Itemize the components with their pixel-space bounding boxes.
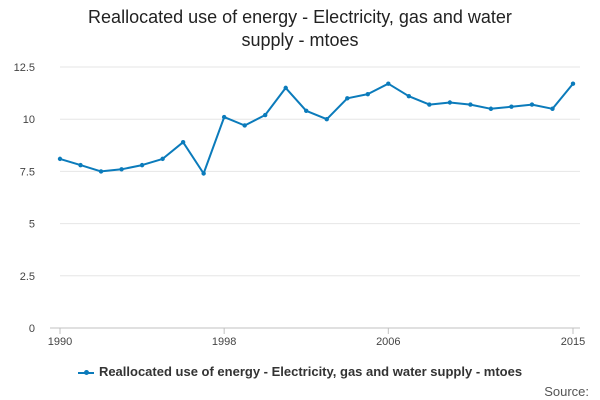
y-tick-label-0: 0	[29, 323, 35, 335]
data-point-2005	[365, 91, 370, 97]
data-point-2011	[488, 106, 494, 111]
data-point-2014	[550, 106, 555, 111]
data-point-2015	[570, 81, 576, 86]
data-point-2009	[447, 100, 453, 105]
data-point-2003	[324, 117, 329, 122]
x-tick-label-0: 1990	[48, 336, 72, 348]
data-point-2004	[345, 96, 350, 101]
chart-title: Reallocated use of energy - Electricity,…	[0, 6, 600, 52]
data-point-2000	[263, 112, 268, 118]
data-point-1999	[242, 123, 247, 128]
data-point-1997	[201, 171, 206, 176]
data-point-1992	[98, 169, 104, 174]
data-point-2002	[304, 108, 309, 114]
data-point-1996	[180, 139, 186, 145]
chart-title-line-2: supply - mtoes	[241, 30, 359, 50]
data-point-1998	[221, 114, 227, 120]
legend-label: Reallocated use of energy - Electricity,…	[98, 364, 523, 379]
data-point-1990	[57, 156, 63, 162]
y-tick-label-4: 10	[23, 114, 35, 126]
data-point-2012	[509, 104, 514, 109]
data-point-2001	[283, 85, 288, 91]
data-point-1993	[119, 167, 124, 172]
data-point-2006	[386, 81, 391, 86]
x-tick-label-2: 2006	[376, 336, 400, 348]
legend[interactable]: Reallocated use of energy - Electricity,…	[0, 364, 600, 379]
x-tick-label-1: 1998	[212, 336, 236, 348]
data-point-2008	[427, 102, 432, 107]
y-tick-label-2: 5	[29, 219, 35, 231]
y-tick-label-3: 7.5	[20, 166, 35, 178]
data-point-1995	[160, 156, 165, 162]
series-line-0	[59, 82, 574, 175]
chart-title-line-1: Reallocated use of energy - Electricity,…	[88, 7, 512, 27]
data-point-1991	[78, 162, 83, 168]
source-label[interactable]: Source:	[544, 384, 589, 399]
y-tick-label-5: 12.5	[14, 62, 35, 74]
data-point-2010	[468, 102, 473, 107]
y-tick-label-1: 2.5	[20, 271, 35, 283]
data-point-2007	[406, 94, 412, 99]
x-tick-label-3: 2015	[561, 336, 585, 348]
legend-swatch	[77, 369, 94, 375]
data-point-2013	[529, 102, 535, 107]
data-point-1994	[139, 162, 145, 168]
